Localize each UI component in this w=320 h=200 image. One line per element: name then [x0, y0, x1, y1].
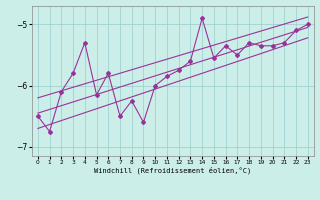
X-axis label: Windchill (Refroidissement éolien,°C): Windchill (Refroidissement éolien,°C): [94, 167, 252, 174]
